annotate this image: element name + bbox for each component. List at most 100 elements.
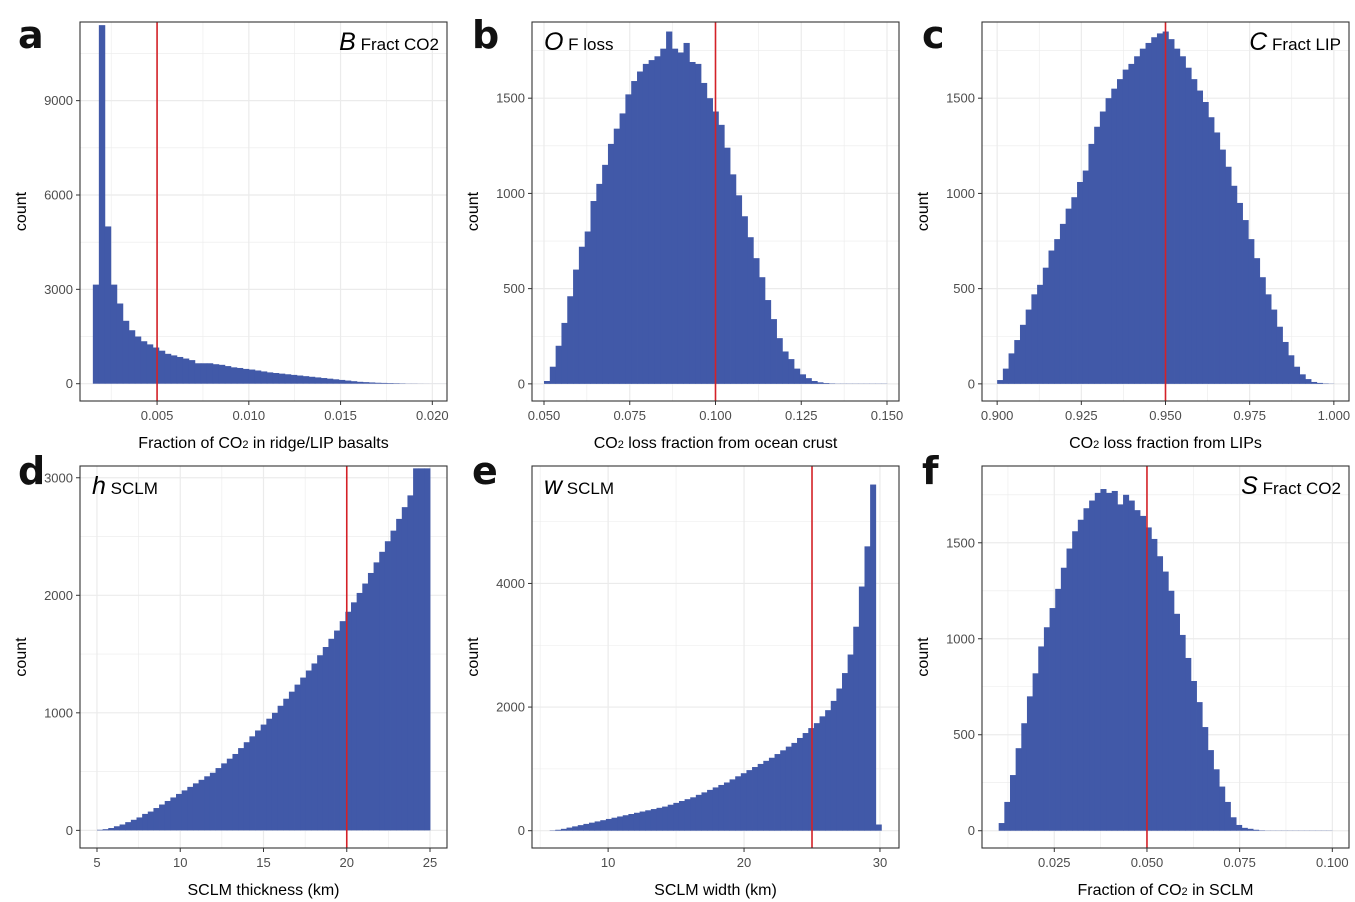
histogram-bar [1038,646,1044,830]
y-tick-label: 3000 [44,470,73,485]
histogram-bar [695,64,701,384]
histogram-bar [266,719,272,831]
histogram-bar [195,363,201,383]
x-tick-label: 20 [340,855,354,870]
histogram-bar [237,368,243,384]
histogram-bar [123,321,129,384]
histogram-bar [1094,127,1100,384]
histogram-bar [108,828,114,830]
histogram-bar [244,742,250,830]
histogram-bar [1066,209,1072,384]
histogram-bar [724,148,730,384]
x-tick-label: 25 [423,855,437,870]
histogram-bar [295,685,301,831]
histogram-bar [612,818,618,831]
histogram-bar [291,375,297,384]
panel-f: 0.025 0.050 0.075 0.100050010001500Fraction… [915,449,1349,899]
y-axis-title: count [915,637,932,677]
histogram-bar [1208,750,1214,831]
histogram-bar [735,776,741,830]
histogram-bar [763,761,769,831]
histogram-bar [780,750,786,830]
histogram-bar [1157,556,1163,831]
x-tick-label: 0.150 [871,408,904,423]
y-tick-label: 1000 [946,186,975,201]
histogram-bar [225,366,231,384]
x-tick-label: 0.020 [416,408,449,423]
x-axis-title: CO2 loss fraction from LIPs [1069,435,1262,452]
histogram-bar [1117,504,1123,830]
y-tick-label: 1500 [496,91,525,106]
histogram-bar [573,270,579,384]
histogram-bar [696,795,702,831]
histogram-bar [999,823,1005,831]
histogram-bar [1202,727,1208,831]
histogram-bar [204,776,210,830]
histogram-bar [1134,56,1140,384]
histogram-bar [199,780,205,831]
histogram-bar [201,363,207,383]
histogram-bar [689,62,695,384]
histogram-bar [1197,91,1203,384]
histogram-bar [1197,702,1203,831]
histogram-bar [679,801,685,831]
histogram-bar [620,113,626,383]
histogram-bar [637,72,643,384]
histogram-bar [853,627,859,831]
histogram-bar [1288,355,1294,384]
histogram-bar [136,817,142,830]
histogram-bar [746,770,752,831]
histogram-bar [321,378,327,384]
histogram-bar [656,808,662,831]
histogram-bar [690,797,696,830]
histogram-bar [255,370,261,383]
y-tick-label: 3000 [44,282,73,297]
histogram-bar [555,830,561,831]
x-tick-label: 0.050 [1131,855,1164,870]
histogram-bar [249,736,255,830]
x-tick-label: 10 [601,855,615,870]
histogram-bar [289,692,295,831]
histogram-bar [1248,239,1254,384]
histogram-bar [249,370,255,384]
histogram-bar [1134,510,1140,831]
histogram-bar [1026,310,1032,384]
panel-c: 0.900 0.925 0.950 0.975 1.000050010001500CO2… [915,13,1350,452]
x-tick-label: 1.000 [1318,408,1351,423]
histogram-bar [1231,186,1237,384]
histogram-bar [1016,748,1022,831]
histogram-bar [1061,568,1067,831]
histogram-bar [1111,89,1117,384]
histogram-bar [1220,150,1226,384]
histogram-bar [1123,495,1129,831]
y-tick-label: 0 [968,376,975,391]
histogram-bar [1236,825,1242,831]
histogram-bar [1305,379,1311,384]
histogram-bar [800,374,806,384]
histogram-bar [165,801,171,830]
x-tick-label: 30 [873,855,887,870]
histogram-bar [724,782,730,830]
histogram-bar [328,639,334,831]
x-tick-label: 0.950 [1149,408,1182,423]
histogram-bar [327,379,333,384]
histogram-bar [1044,627,1050,830]
histogram-bar [596,184,602,384]
histogram-bar [707,790,713,831]
histogram-bar [1243,220,1249,384]
histogram-bar [1265,294,1271,384]
histogram-bar [1021,723,1027,830]
histogram-bar [357,593,363,830]
histogram-bar [103,829,109,830]
x-axis-title: CO2 loss fraction from ocean crust [594,435,838,452]
histogram-bar [567,828,573,831]
histogram-bar [775,754,781,831]
y-tick-label: 0 [66,823,73,838]
y-tick-label: 1500 [946,91,975,106]
histogram-bar [1095,493,1101,831]
histogram-bar [333,379,339,383]
histogram-bar [1146,43,1152,384]
histogram-bar [117,303,123,383]
x-tick-label: 10 [173,855,187,870]
histogram-bar [741,773,747,830]
